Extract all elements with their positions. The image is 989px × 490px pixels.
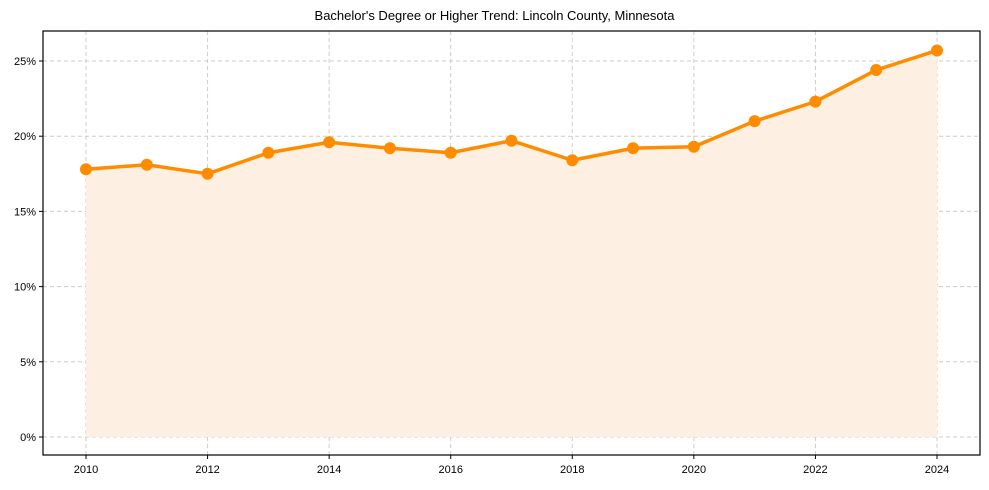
x-tick-label: 2018 bbox=[560, 464, 584, 476]
data-point bbox=[323, 136, 336, 149]
data-point bbox=[383, 142, 396, 155]
data-point bbox=[566, 154, 579, 167]
y-tick-label: 10% bbox=[14, 282, 36, 294]
x-tick-label: 2020 bbox=[682, 464, 706, 476]
data-point bbox=[140, 158, 153, 171]
data-point bbox=[444, 146, 457, 159]
x-tick-label: 2010 bbox=[74, 464, 98, 476]
y-tick-label: 20% bbox=[14, 131, 36, 143]
data-point bbox=[687, 140, 700, 153]
y-tick-label: 15% bbox=[14, 206, 36, 218]
data-point bbox=[505, 134, 518, 147]
y-tick-label: 25% bbox=[14, 56, 36, 68]
data-point bbox=[262, 146, 275, 159]
y-tick-label: 5% bbox=[20, 357, 36, 369]
data-point bbox=[627, 142, 640, 155]
data-point bbox=[201, 167, 214, 180]
data-point bbox=[870, 64, 883, 77]
x-tick-label: 2012 bbox=[195, 464, 219, 476]
x-tick-label: 2016 bbox=[438, 464, 462, 476]
data-point bbox=[748, 115, 761, 128]
x-tick-label: 2024 bbox=[925, 464, 949, 476]
data-point bbox=[809, 95, 822, 108]
x-tick-label: 2022 bbox=[803, 464, 827, 476]
data-point bbox=[80, 163, 92, 176]
plot-frame bbox=[42, 30, 981, 456]
chart-title: Bachelor's Degree or Higher Trend: Linco… bbox=[314, 8, 675, 23]
area-fill bbox=[86, 50, 937, 438]
y-tick-label: 0% bbox=[20, 432, 36, 444]
data-point bbox=[931, 44, 943, 57]
x-tick-label: 2014 bbox=[317, 464, 341, 476]
